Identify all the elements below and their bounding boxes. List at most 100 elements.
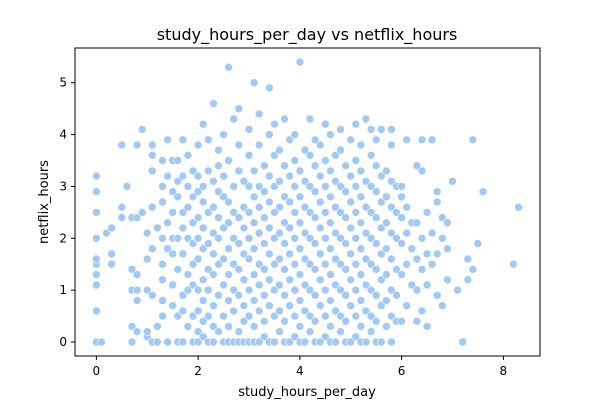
data-point (209, 337, 218, 347)
data-point (295, 296, 305, 305)
data-point (366, 311, 376, 321)
data-point (264, 223, 274, 233)
data-point (224, 322, 233, 331)
data-point (290, 182, 300, 191)
data-point (290, 208, 300, 217)
data-point (402, 135, 412, 145)
data-point (204, 239, 213, 248)
data-point (229, 234, 238, 243)
data-point (280, 239, 289, 248)
data-point (351, 285, 361, 295)
data-point (259, 316, 269, 326)
data-point (285, 249, 295, 259)
data-point (219, 223, 228, 233)
data-point (259, 213, 269, 222)
data-point (127, 337, 137, 347)
plot-frame (74, 47, 541, 357)
data-point (453, 285, 462, 295)
data-point (229, 182, 238, 191)
data-point (376, 125, 386, 134)
x-tick-label: 6 (398, 364, 406, 378)
data-point (249, 78, 259, 87)
data-point (193, 213, 203, 222)
data-point (173, 177, 183, 186)
data-point (158, 311, 167, 321)
data-point (92, 306, 101, 316)
data-point (249, 192, 259, 202)
data-point (305, 259, 315, 269)
data-point (402, 202, 412, 212)
data-point (168, 280, 177, 290)
data-point (412, 254, 422, 264)
data-point (275, 177, 284, 186)
data-point (320, 208, 330, 217)
data-point (351, 182, 361, 191)
data-point (92, 280, 101, 290)
data-point (315, 301, 325, 311)
data-point (356, 166, 366, 176)
data-point (351, 234, 361, 243)
data-point (371, 265, 381, 274)
data-point (249, 296, 259, 305)
data-point (183, 285, 193, 295)
data-point (315, 337, 325, 347)
data-point (153, 223, 162, 233)
data-point (239, 249, 249, 259)
data-point (326, 130, 335, 139)
data-point (92, 208, 101, 217)
data-point (331, 177, 340, 186)
y-tick-label: 3 (59, 179, 67, 193)
data-point (366, 285, 376, 295)
data-point (305, 311, 315, 321)
data-point (275, 228, 284, 238)
data-point (163, 244, 172, 253)
data-point (249, 166, 259, 176)
data-point (387, 337, 396, 347)
data-point (183, 182, 193, 191)
data-point (351, 332, 361, 342)
data-point (341, 239, 351, 248)
data-point (346, 337, 356, 347)
data-point (397, 239, 406, 248)
data-point (305, 182, 315, 191)
data-point (270, 311, 279, 321)
data-point (214, 290, 223, 300)
data-point (168, 249, 177, 259)
data-point (427, 259, 437, 269)
data-point (229, 208, 238, 217)
data-point (183, 202, 193, 212)
data-point (326, 244, 335, 253)
data-point (239, 177, 249, 186)
data-point (188, 192, 198, 202)
data-point (209, 270, 218, 279)
data-point (387, 202, 396, 212)
data-points (92, 57, 523, 347)
data-point (259, 161, 269, 170)
data-point (320, 332, 330, 342)
data-point (285, 337, 295, 347)
data-point (148, 166, 157, 176)
data-point (264, 275, 274, 285)
data-point (193, 140, 203, 150)
data-point (183, 151, 193, 160)
data-point (234, 140, 244, 150)
data-point (336, 125, 345, 134)
data-point (148, 202, 157, 212)
data-point (361, 254, 371, 264)
data-point (387, 140, 396, 150)
data-point (300, 280, 310, 290)
data-point (254, 182, 264, 191)
data-point (290, 311, 300, 321)
data-point (310, 316, 320, 326)
data-point (173, 192, 183, 202)
data-point (285, 223, 295, 233)
data-point (315, 197, 325, 207)
y-tick-label: 2 (59, 231, 67, 245)
data-point (326, 322, 335, 331)
data-point (178, 249, 188, 259)
data-point (249, 322, 259, 331)
y-axis-label: netflix_hours (37, 160, 52, 244)
data-point (264, 197, 274, 207)
data-point (331, 254, 340, 264)
data-point (148, 290, 157, 300)
